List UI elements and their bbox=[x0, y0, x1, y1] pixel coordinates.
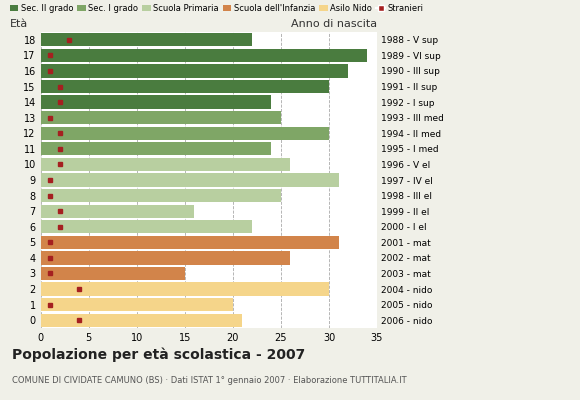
Bar bbox=[41, 282, 329, 296]
Text: Popolazione per età scolastica - 2007: Popolazione per età scolastica - 2007 bbox=[12, 348, 305, 362]
Bar bbox=[41, 236, 339, 249]
Bar bbox=[41, 189, 281, 202]
Bar bbox=[41, 251, 291, 264]
Bar bbox=[41, 33, 252, 46]
Bar bbox=[41, 96, 271, 109]
Text: Età: Età bbox=[10, 19, 28, 29]
Bar bbox=[41, 314, 242, 327]
Bar bbox=[41, 111, 281, 124]
Bar bbox=[41, 142, 271, 156]
Bar bbox=[41, 49, 367, 62]
Text: Anno di nascita: Anno di nascita bbox=[291, 19, 377, 29]
Bar bbox=[41, 127, 329, 140]
Bar bbox=[41, 220, 252, 233]
Bar bbox=[41, 298, 233, 311]
Bar bbox=[41, 158, 291, 171]
Bar bbox=[41, 80, 329, 93]
Legend: Sec. II grado, Sec. I grado, Scuola Primaria, Scuola dell'Infanzia, Asilo Nido, : Sec. II grado, Sec. I grado, Scuola Prim… bbox=[10, 4, 423, 13]
Bar bbox=[41, 173, 339, 187]
Bar bbox=[41, 204, 194, 218]
Bar bbox=[41, 64, 348, 78]
Text: COMUNE DI CIVIDATE CAMUNO (BS) · Dati ISTAT 1° gennaio 2007 · Elaborazione TUTTI: COMUNE DI CIVIDATE CAMUNO (BS) · Dati IS… bbox=[12, 376, 406, 385]
Bar bbox=[41, 267, 185, 280]
